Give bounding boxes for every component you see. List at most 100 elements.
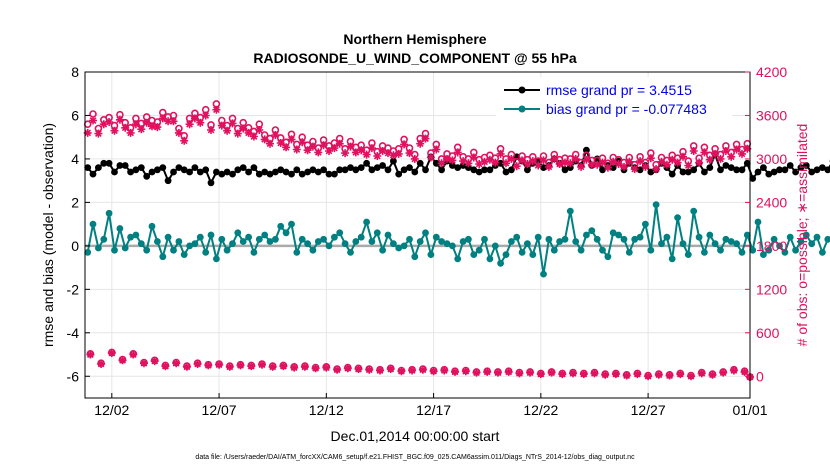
y-right-axis-label: # of obs: o=possible; ∗=assimilated [794,124,810,347]
rmse-point [234,166,242,174]
obs assimilated-point [389,151,398,160]
rmse-point [786,162,794,169]
rmse-point [438,166,445,174]
bias-point [776,242,783,250]
y-right-tick-label-3: 2400 [756,194,787,210]
rmse-point [293,166,301,174]
bias-point [502,251,510,258]
obs assimilated (low)-point [493,368,502,377]
series-obs-assimilated [83,105,754,381]
rmse-point [116,162,124,169]
obs assimilated-point [249,132,258,141]
bias-point [658,240,665,248]
x-tick-label-2: 12/12 [309,402,344,418]
rmse-point [454,164,462,172]
obs assimilated (low)-point [579,370,588,379]
obs assimilated-point [523,160,532,168]
x-tick-label-3: 12/17 [416,402,451,418]
rmse-point [352,166,360,174]
obs assimilated (low)-point [687,372,695,381]
bias-point [609,229,617,237]
bias-point [363,218,370,226]
y-right-tick-label-6: 600 [756,325,780,341]
y-left-tick-label-3: 2 [71,194,79,210]
obs assimilated (low)-point [86,350,95,359]
obs assimilated (low)-point [472,368,481,377]
rmse-point [272,168,279,176]
obs assimilated-point [362,150,371,159]
rmse-point [395,170,403,178]
obs assimilated-point [244,128,253,137]
bias-point [196,233,204,241]
obs assimilated-point [341,149,350,158]
bias-point [599,246,606,254]
obs assimilated-point [384,149,392,158]
bias-point [561,235,569,243]
bias-point [652,201,660,209]
legend-rmse-label: rmse grand pr = 3.4515 [546,82,692,98]
obs assimilated-point [83,128,92,137]
obs assimilated-point [534,161,543,170]
obs assimilated-point [571,154,580,163]
obs assimilated-point [711,149,720,158]
bias-point [422,229,429,237]
obs assimilated-point [126,128,135,137]
rmse-point [701,168,708,176]
rmse-point [325,170,333,178]
bias-point [111,246,118,254]
obs assimilated-point [652,165,661,174]
obs assimilated-point [148,122,156,131]
bias-point [491,242,499,250]
bias-point [95,244,102,252]
obs assimilated-point [180,136,189,145]
obs assimilated-point [636,157,645,166]
bias-point [604,253,612,261]
bias-point [218,235,226,243]
obs assimilated (low)-point [611,370,620,379]
bias-point [298,235,306,243]
obs assimilated-point [105,118,114,126]
x-tick-label-4: 12/22 [523,402,558,418]
obs assimilated-point [679,152,687,161]
obs assimilated-point [673,158,682,167]
obs assimilated (low)-point [215,360,224,369]
obs assimilated (low)-point [150,357,159,366]
bias-point [309,246,317,254]
obs assimilated (low)-point [504,367,513,376]
obs assimilated-point [174,128,183,137]
chart-title-line1: Northern Hemisphere [343,31,486,47]
bias-point [540,270,547,278]
bias-point [497,259,504,267]
grid-layer [85,71,751,398]
bias-point [701,249,708,256]
obs assimilated-point [131,120,140,129]
rmse-point [314,168,322,176]
obs assimilated-point [207,126,215,134]
obs assimilated (low)-point [729,366,738,375]
obs assimilated-point [587,160,596,169]
obs assimilated-point [228,119,237,128]
obs assimilated (low)-point [290,363,299,372]
obs assimilated (low)-point [225,362,234,371]
rmse-point [213,168,220,176]
obs assimilated (low)-point [386,365,395,373]
bias-point [282,229,290,237]
obs assimilated (low)-point [397,367,406,376]
bias-point [121,244,129,252]
obs assimilated-point [630,165,639,174]
bias-point [272,235,279,243]
rmse-point [743,159,751,167]
rmse-point [706,164,714,172]
obs assimilated (low)-point [665,371,674,380]
bias-point [668,255,676,263]
bias-point [89,220,97,228]
obs assimilated-point [142,118,151,127]
obs assimilated (low)-point [343,364,352,373]
rmse-point [668,170,676,178]
rmse-point [363,159,370,167]
obs assimilated-point [743,144,752,153]
obs assimilated-point [303,146,312,155]
bias-point [711,240,719,248]
y-left-tick-label-4: 0 [71,238,79,254]
obs assimilated-point [609,157,618,166]
